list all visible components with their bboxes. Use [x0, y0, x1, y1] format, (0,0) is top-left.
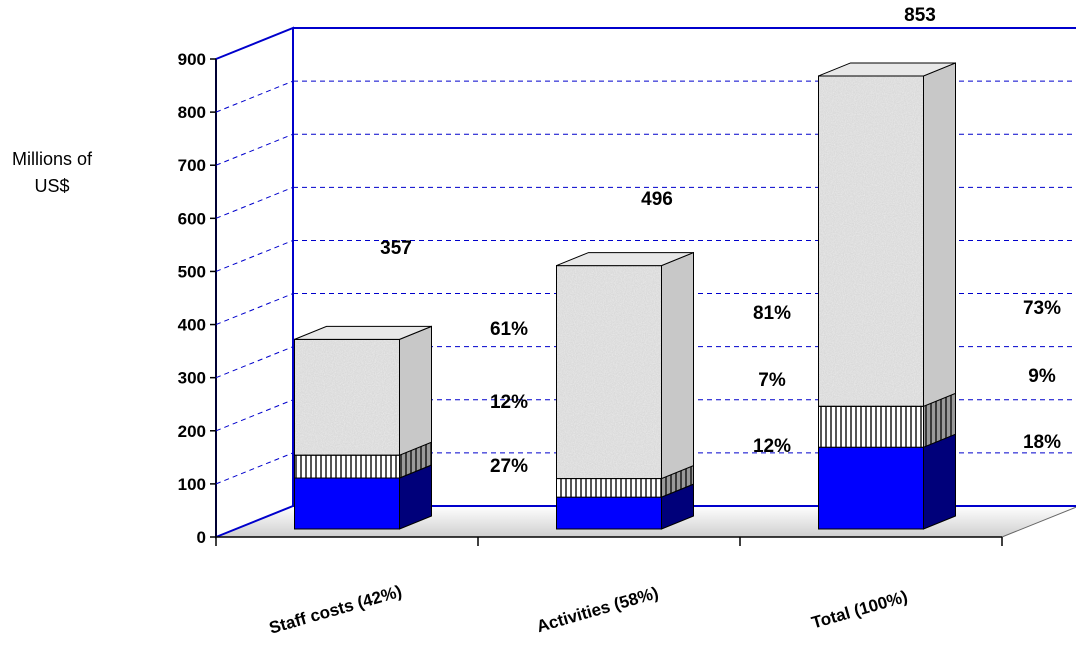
side-wall [215, 26, 294, 539]
bar-0 [294, 325, 432, 530]
percent-label: 18% [1023, 432, 1061, 453]
bar-top-face [556, 252, 694, 267]
y-tick-label: 300 [178, 369, 206, 388]
percent-label: 12% [753, 436, 791, 457]
segment-blue-front [556, 496, 662, 530]
percent-label: 12% [490, 392, 528, 413]
gridline-side-900 [215, 27, 294, 60]
percent-label: 9% [1028, 366, 1056, 387]
gridline-side-800 [215, 80, 294, 113]
segment-gray-side [661, 251, 694, 480]
y-tick-label: 100 [178, 475, 206, 494]
gridline-side-600 [215, 186, 294, 219]
percent-label: 81% [753, 303, 791, 324]
y-tick-label: 600 [178, 209, 206, 228]
segment-gray-texture [294, 339, 400, 456]
y-tick-label: 500 [178, 262, 206, 281]
percent-label: 27% [490, 456, 528, 477]
gridline-side-700 [215, 133, 294, 166]
y-axis-title-line-2: US$ [34, 176, 70, 196]
gridline-side-400 [215, 293, 294, 326]
x-category-label: Activities (58%) [534, 583, 660, 636]
segment-gray-side [399, 325, 432, 456]
y-tick-label: 200 [178, 422, 206, 441]
y-tick-label: 400 [178, 316, 206, 335]
total-label: 853 [904, 5, 936, 26]
bar-top-face [818, 62, 956, 77]
segment-gray-texture [818, 75, 924, 407]
bar-2 [818, 62, 956, 530]
y-axis-title-line-1: Millions of [11, 149, 93, 169]
x-category-label: Staff costs (42%) [267, 582, 404, 638]
x-category-label: Total (100%) [809, 587, 909, 633]
total-label: 357 [380, 238, 412, 259]
y-tick-label: 0 [197, 528, 206, 547]
gridline-side-100 [215, 452, 294, 485]
total-label: 496 [641, 189, 673, 210]
segment-striped-front [556, 478, 662, 498]
y-tick-label: 900 [178, 50, 206, 69]
segment-striped-front [294, 454, 400, 479]
bar-1 [556, 251, 694, 530]
gridline-side-500 [215, 239, 294, 272]
percent-label: 73% [1023, 298, 1061, 319]
segment-blue-side [923, 433, 956, 530]
segment-gray-texture [556, 265, 662, 479]
gridline-side-300 [215, 346, 294, 379]
y-axis-title: Millions of US$ [0, 146, 104, 200]
y-tick-label: 700 [178, 156, 206, 175]
segment-blue-front [818, 446, 924, 530]
segment-blue-front [294, 477, 400, 530]
bar-top-face [294, 325, 432, 340]
percent-label: 61% [490, 319, 528, 340]
percent-label: 7% [758, 370, 786, 391]
segment-gray-side [923, 62, 956, 408]
segment-striped-front [818, 405, 924, 448]
gridline-side-200 [215, 399, 294, 432]
y-tick-label: 800 [178, 103, 206, 122]
